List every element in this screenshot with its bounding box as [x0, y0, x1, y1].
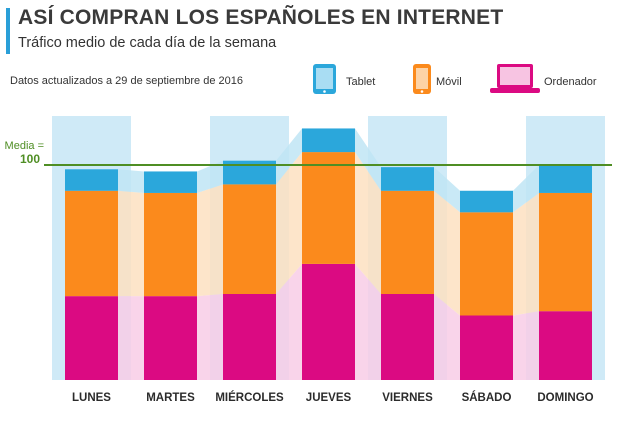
- bar-ordenador-6: [539, 311, 592, 380]
- title-accent-bar: [6, 8, 10, 54]
- bar-ordenador-5: [460, 315, 513, 380]
- average-reference: Media =100: [5, 140, 612, 166]
- bar-tablet-0: [65, 169, 118, 191]
- bar-movil-5: [460, 212, 513, 316]
- average-label: Media =: [5, 140, 44, 152]
- legend-label-tablet: Tablet: [346, 76, 376, 88]
- legend-label-ordenador: Ordenador: [544, 76, 597, 88]
- bar-tablet-6: [539, 165, 592, 193]
- bar-movil-0: [65, 190, 118, 297]
- bar-ordenador-4: [381, 294, 434, 380]
- x-axis-labels: LUNES MARTES MIÉRCOLES JUEVES VIERNES SÁBADO D…: [72, 391, 594, 404]
- bar-ordenador-2: [223, 294, 276, 380]
- average-value-label: 100: [20, 152, 40, 166]
- x-label-4: VIERNES: [382, 392, 433, 404]
- x-label-1: MARTES: [146, 392, 195, 404]
- bar-movil-4: [381, 190, 434, 294]
- bar-tablet-1: [144, 171, 197, 193]
- bar-movil-1: [144, 192, 197, 297]
- bar-tablet-5: [460, 190, 513, 213]
- x-label-2: MIÉRCOLES: [215, 391, 284, 404]
- bar-movil-2: [223, 184, 276, 294]
- bar-tablet-3: [302, 128, 355, 153]
- x-label-3: JUEVES: [306, 392, 352, 404]
- tablet-icon: [313, 64, 336, 94]
- laptop-icon: [490, 64, 540, 93]
- bar-ordenador-0: [65, 296, 118, 380]
- bar-tablet-2: [223, 160, 276, 185]
- bar-ordenador-3: [302, 263, 355, 380]
- legend-label-movil: Móvil: [436, 76, 462, 88]
- chart-title: ASÍ COMPRAN LOS ESPAÑOLES EN INTERNET: [18, 6, 504, 29]
- bar-tablet-4: [381, 167, 434, 191]
- bar-movil-6: [539, 192, 592, 312]
- phone-icon: [413, 64, 431, 94]
- x-label-6: DOMINGO: [537, 392, 593, 404]
- x-label-5: SÁBADO: [462, 391, 512, 404]
- bar-movil-3: [302, 152, 355, 264]
- data-update-note: Datos actualizados a 29 de septiembre de…: [10, 75, 243, 87]
- x-label-0: LUNES: [72, 392, 111, 404]
- bars: [65, 128, 592, 380]
- bar-ordenador-1: [144, 296, 197, 380]
- chart-subtitle: Tráfico medio de cada día de la semana: [18, 35, 277, 51]
